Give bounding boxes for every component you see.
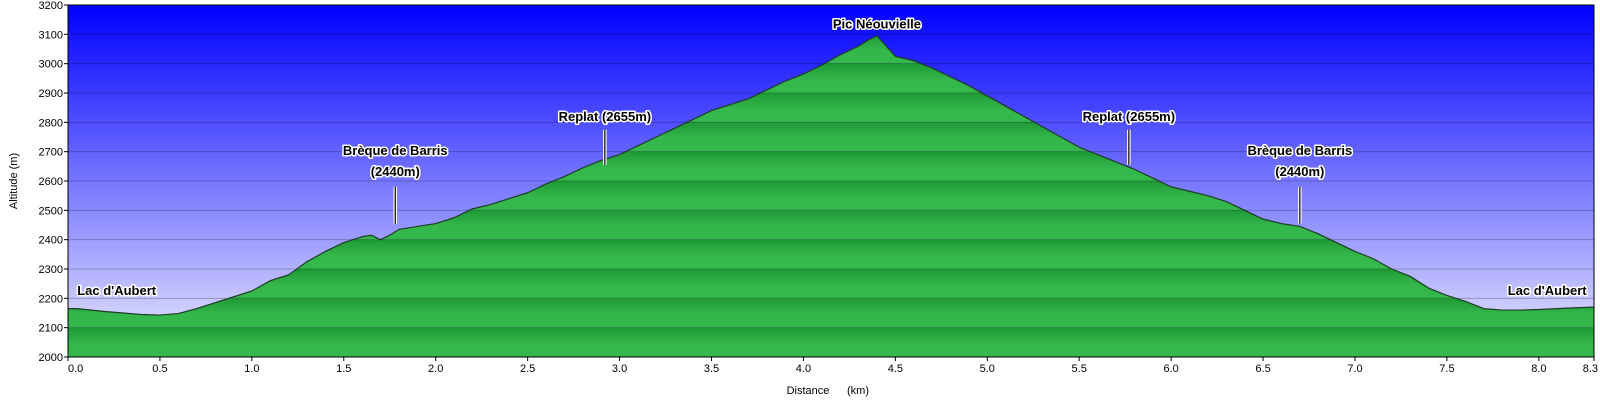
annotation-lac-end: Lac d'Aubert <box>1506 281 1589 299</box>
terrain-band <box>68 298 1594 328</box>
x-tick-label: 4.0 <box>796 363 811 375</box>
x-tick-label: 0.5 <box>152 363 167 375</box>
x-tick-label: 2.5 <box>520 363 535 375</box>
annotation-label: Replat (2655m) <box>1083 109 1175 124</box>
annotations: Lac d'Aubert Brèque de Barris (2440m) Repla… <box>76 15 1589 299</box>
annotation-lac-start: Lac d'Aubert <box>76 281 159 299</box>
y-tick-label: 2200 <box>39 293 63 305</box>
annotation-label: Brèque de Barris <box>343 143 448 158</box>
x-tick-label: 7.0 <box>1347 363 1362 375</box>
x-axis-title: Distance <box>787 385 830 397</box>
x-tick-label: 4.5 <box>888 363 903 375</box>
y-tick-label: 3200 <box>39 0 63 12</box>
annotation-label: Lac d'Aubert <box>77 283 157 298</box>
x-tick-label: 6.5 <box>1255 363 1270 375</box>
annotation-replat-1: Replat (2655m) <box>557 107 653 165</box>
y-tick-label: 2000 <box>39 352 63 364</box>
x-tick-label: 0.0 <box>68 363 83 375</box>
x-tick-label: 3.0 <box>612 363 627 375</box>
x-tick-label: 2.0 <box>428 363 443 375</box>
annotation-label: Replat (2655m) <box>559 109 651 124</box>
y-tick-label: 3000 <box>39 59 63 71</box>
annotation-label: Lac d'Aubert <box>1508 283 1588 298</box>
annotation-pic: Pic Néouvielle <box>831 15 922 33</box>
x-tick-label: 5.5 <box>1072 363 1087 375</box>
y-tick-label: 2300 <box>39 264 63 276</box>
x-tick-label: 6.0 <box>1163 363 1178 375</box>
y-tick-label: 2600 <box>39 176 63 188</box>
annotation-label: Pic Néouvielle <box>833 16 921 31</box>
annotation-breque-2: Brèque de Barris (2440m) <box>1246 142 1354 224</box>
y-tick-label: 3100 <box>39 29 63 41</box>
terrain-band <box>68 269 1594 299</box>
x-tick-label: 1.0 <box>244 363 259 375</box>
gridlines <box>68 33 1594 329</box>
annotation-label: Brèque de Barris <box>1247 143 1352 158</box>
annotation-replat-2: Replat (2655m) <box>1081 107 1177 165</box>
x-axis: 0.0 0.5 1.0 1.5 2.0 2.5 3.0 3.5 4.0 4.5 5.0 5.5 6.0 6… <box>67 357 1598 375</box>
annotation-label: (2440m) <box>1275 164 1324 179</box>
x-axis-unit: (km) <box>847 385 869 397</box>
x-tick-label: 8.3 <box>1583 363 1598 375</box>
x-tick-label: 5.0 <box>980 363 995 375</box>
y-axis-title: Altitude (m) <box>8 153 20 209</box>
y-tick-label: 2700 <box>39 147 63 159</box>
annotation-label: (2440m) <box>371 164 420 179</box>
y-tick-label: 2500 <box>39 205 63 217</box>
y-tick-label: 2900 <box>39 88 63 100</box>
annotation-breque-1: Brèque de Barris (2440m) <box>341 142 449 224</box>
y-axis: 2000 2100 2200 2300 2400 2500 2600 2700 2800 2900… <box>39 0 68 364</box>
terrain-band <box>68 327 1594 357</box>
x-tick-label: 1.5 <box>336 363 351 375</box>
y-tick-label: 2800 <box>39 117 63 129</box>
y-tick-label: 2100 <box>39 323 63 335</box>
x-tick-label: 8.0 <box>1531 363 1546 375</box>
x-tick-label: 7.5 <box>1439 363 1454 375</box>
terrain-outline <box>68 35 1595 316</box>
y-tick-label: 2400 <box>39 235 63 247</box>
x-tick-label: 3.5 <box>704 363 719 375</box>
